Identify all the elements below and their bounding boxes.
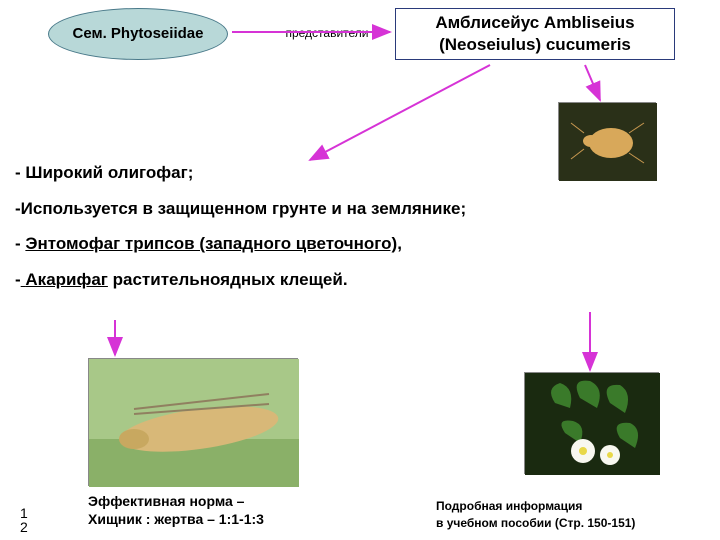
image-strawberry <box>524 372 659 474</box>
bullet-item: -Используется в защищенном грунте и на з… <box>15 191 695 227</box>
image-mite <box>558 102 656 180</box>
footnote-line1: Подробная информация <box>436 498 635 515</box>
image-thrips <box>88 358 298 486</box>
page-number: 12 <box>20 506 28 534</box>
species-box-text: Амблисейус Ambliseius (Neoseiulus) cucum… <box>404 12 666 56</box>
family-ellipse: Сем. Phytoseiidae <box>48 8 228 60</box>
caption-norm: Эффективная норма – Хищник : жертва – 1:… <box>88 492 264 528</box>
bullet-item: - Энтомофаг трипсов (западного цветочног… <box>15 226 695 262</box>
family-ellipse-text: Сем. Phytoseiidae <box>73 25 204 43</box>
arrow-box-to-mite <box>585 65 600 100</box>
caption-line1: Эффективная норма – <box>88 492 264 510</box>
species-box: Амблисейус Ambliseius (Neoseiulus) cucum… <box>395 8 675 60</box>
arrow-box-to-bullets <box>310 65 490 160</box>
label-representatives: представители <box>272 26 382 40</box>
caption-line2: Хищник : жертва – 1:1-1:3 <box>88 510 264 528</box>
bullet-item: - Акарифаг растительноядных клещей. <box>15 262 695 298</box>
footnote-line2: в учебном пособии (Стр. 150-151) <box>436 515 635 532</box>
footnote: Подробная информация в учебном пособии (… <box>436 498 635 532</box>
